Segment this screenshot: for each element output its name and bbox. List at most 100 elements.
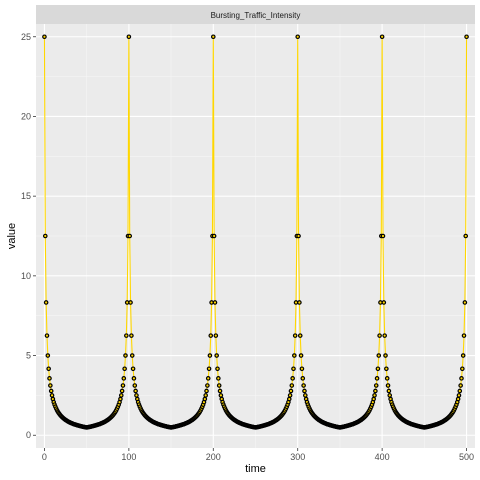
data-point [46,366,51,372]
data-point [298,353,304,358]
data-point [375,366,381,372]
data-point [121,376,127,381]
data-point [455,396,461,402]
data-point [208,333,214,338]
data-point [377,333,382,338]
data-point [118,393,124,398]
y-axis: 0 5 10 15 20 25 [21,32,36,440]
data-point [48,383,53,388]
data-point [383,353,388,358]
data-point [217,388,223,394]
data-point [132,383,138,388]
data-point [371,396,376,402]
data-point [134,393,139,398]
data-point [457,388,463,394]
data-point [292,353,297,358]
data-point [44,333,50,338]
data-point [459,376,464,381]
y-tick-label: 25 [21,32,31,42]
data-point [303,393,308,398]
data-point [374,376,380,381]
data-point [302,388,307,394]
data-point [124,333,129,338]
data-point [215,366,220,372]
x-tick-label: 400 [375,452,390,462]
data-point [456,393,462,398]
data-point [381,300,387,305]
x-axis: 0 100 200 300 400 500 [42,448,474,462]
data-point [300,376,306,381]
data-point [216,376,221,381]
data-point [386,388,392,394]
data-point [212,300,218,305]
data-point [127,233,133,239]
data-point [131,376,137,381]
x-tick-label: 100 [121,452,136,462]
data-point [288,388,294,394]
facet-strip [36,5,475,24]
data-point [210,34,216,40]
data-point [297,333,303,338]
data-point [206,366,212,372]
y-axis-title: value [6,223,18,249]
data-point [296,233,301,239]
y-tick-label: 0 [26,430,31,440]
data-point [291,366,296,372]
data-point [42,34,47,40]
data-point [373,383,379,388]
data-point [382,333,387,338]
x-axis-title: time [245,463,266,475]
data-point [203,393,208,398]
data-point [376,353,382,358]
data-point [290,376,295,381]
data-point [133,388,138,394]
facet-strip-label: Bursting_Traffic_Intensity [211,11,301,20]
data-point [205,376,211,381]
data-point [380,233,386,239]
data-point [458,383,463,388]
data-point [297,300,302,305]
data-point [289,383,295,388]
data-point [286,396,292,402]
data-point [207,353,213,358]
data-point [118,396,123,402]
y-tick-label: 15 [21,191,31,201]
data-points [42,34,469,430]
data-point [373,388,378,394]
data-point [48,388,54,394]
data-point [301,383,306,388]
data-point [202,396,208,402]
data-point [387,393,393,398]
data-point [120,383,126,388]
data-point [205,383,210,388]
data-point [216,383,222,388]
data-point [461,333,467,338]
data-point [218,393,224,398]
data-point [122,366,127,372]
data-point [299,366,305,372]
data-point [130,366,136,372]
data-point [379,34,385,40]
x-tick-label: 500 [459,452,474,462]
data-point [119,388,125,394]
data-point [42,233,48,239]
data-point [45,353,51,358]
y-tick-label: 10 [21,271,31,281]
data-point [462,300,468,305]
data-point [204,388,209,394]
data-point [129,353,135,358]
data-point [126,34,132,40]
data-point [292,333,298,338]
data-point [213,333,219,338]
data-point [128,300,133,305]
y-tick-label: 20 [21,111,31,121]
data-point [129,333,134,338]
data-point [460,353,466,358]
y-tick-label: 5 [26,351,31,361]
data-point [385,383,391,388]
data-point [214,353,219,358]
x-tick-label: 200 [206,452,221,462]
data-point [372,393,377,398]
data-point [287,393,293,398]
